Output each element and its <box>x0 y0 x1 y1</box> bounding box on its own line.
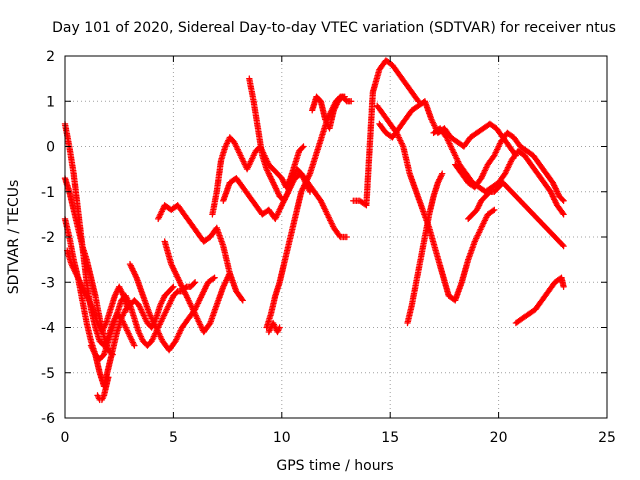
x-tick-label: 25 <box>598 430 616 446</box>
series-trace <box>161 238 234 336</box>
x-axis-label: GPS time / hours <box>276 458 393 474</box>
x-tick-label: 20 <box>490 430 508 446</box>
series-trace <box>246 75 314 205</box>
y-tick-label: -4 <box>41 321 55 337</box>
grid-lines <box>65 56 607 418</box>
axis-ticks: 0 5 10 15 20 25 -6 -5 -4 -3 -2 -1 0 1 2 <box>41 49 616 446</box>
series-arc-4 <box>63 247 132 336</box>
y-tick-label: -1 <box>41 185 55 201</box>
series-trace <box>512 274 567 327</box>
series-arc-12 <box>246 75 314 205</box>
series-trace <box>263 93 348 331</box>
y-tick-label: -6 <box>41 411 55 427</box>
series-trace <box>94 374 112 404</box>
series-arc-22 <box>464 179 567 250</box>
series-arc-6 <box>94 374 112 404</box>
x-tick-label: 0 <box>61 430 70 446</box>
series-arc-15 <box>308 93 355 132</box>
series-trace <box>265 319 283 336</box>
y-tick-label: 1 <box>46 94 55 110</box>
series-arc-16 <box>350 57 422 209</box>
series-arc-9 <box>161 238 234 336</box>
y-tick-label: -5 <box>41 366 55 382</box>
x-tick-label: 10 <box>273 430 291 446</box>
series-trace <box>350 57 422 209</box>
y-tick-label: 2 <box>46 49 55 65</box>
x-tick-label: 15 <box>381 430 399 446</box>
series-trace <box>308 93 355 132</box>
series-arc-14 <box>265 319 283 336</box>
series-arc-8 <box>154 202 247 304</box>
chart-title: Day 101 of 2020, Sidereal Day-to-day VTE… <box>52 20 616 36</box>
series-arc-21 <box>451 129 567 205</box>
series-trace <box>154 202 247 304</box>
series-trace <box>464 179 567 250</box>
series-trace <box>451 129 567 205</box>
x-tick-label: 5 <box>169 430 178 446</box>
plot-data <box>61 57 567 404</box>
series-arc-23 <box>512 274 567 327</box>
series-arc-13 <box>263 93 348 331</box>
y-axis-label: SDTVAR / TECUs <box>6 180 22 295</box>
series-trace <box>63 247 132 336</box>
y-tick-label: -2 <box>41 230 55 246</box>
series-trace <box>404 170 446 327</box>
series-arc-19 <box>404 170 446 327</box>
y-tick-label: 0 <box>46 140 55 156</box>
y-tick-label: -3 <box>41 275 55 291</box>
